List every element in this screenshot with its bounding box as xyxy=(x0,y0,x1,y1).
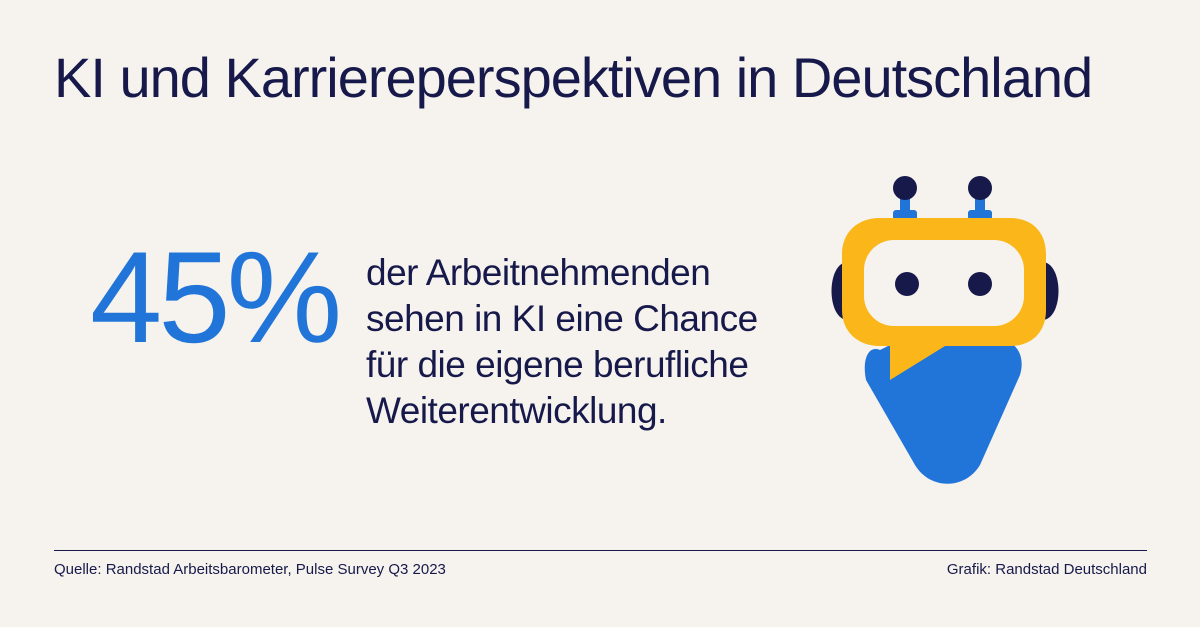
robot-ear-right xyxy=(1042,262,1059,320)
credit-note: Grafik: Randstad Deutschland xyxy=(946,561,1147,578)
stat-description: der Arbeitnehmenden sehen in KI eine Cha… xyxy=(366,250,786,434)
footer-divider xyxy=(54,550,1147,551)
stat-line: sehen in KI eine Chance xyxy=(366,298,758,339)
antenna-ball-right xyxy=(968,176,992,200)
antenna-ball-left xyxy=(893,176,917,200)
robot-face xyxy=(864,240,1024,326)
robot-eye-right xyxy=(968,272,992,296)
stat-line: für die eigene berufliche xyxy=(366,344,749,385)
source-note: Quelle: Randstad Arbeitsbarometer, Pulse… xyxy=(54,561,446,578)
robot-eye-left xyxy=(895,272,919,296)
robot-icon xyxy=(831,176,1059,484)
stat-line: Weiterentwicklung. xyxy=(366,390,667,431)
antenna-base-left xyxy=(893,210,917,220)
page-title: KI und Karriereperspektiven in Deutschla… xyxy=(54,46,1093,109)
stat-line: der Arbeitnehmenden xyxy=(366,252,711,293)
antenna-base-right xyxy=(968,210,992,220)
stat-value: 45% xyxy=(90,224,342,370)
robot-body xyxy=(864,340,1022,484)
